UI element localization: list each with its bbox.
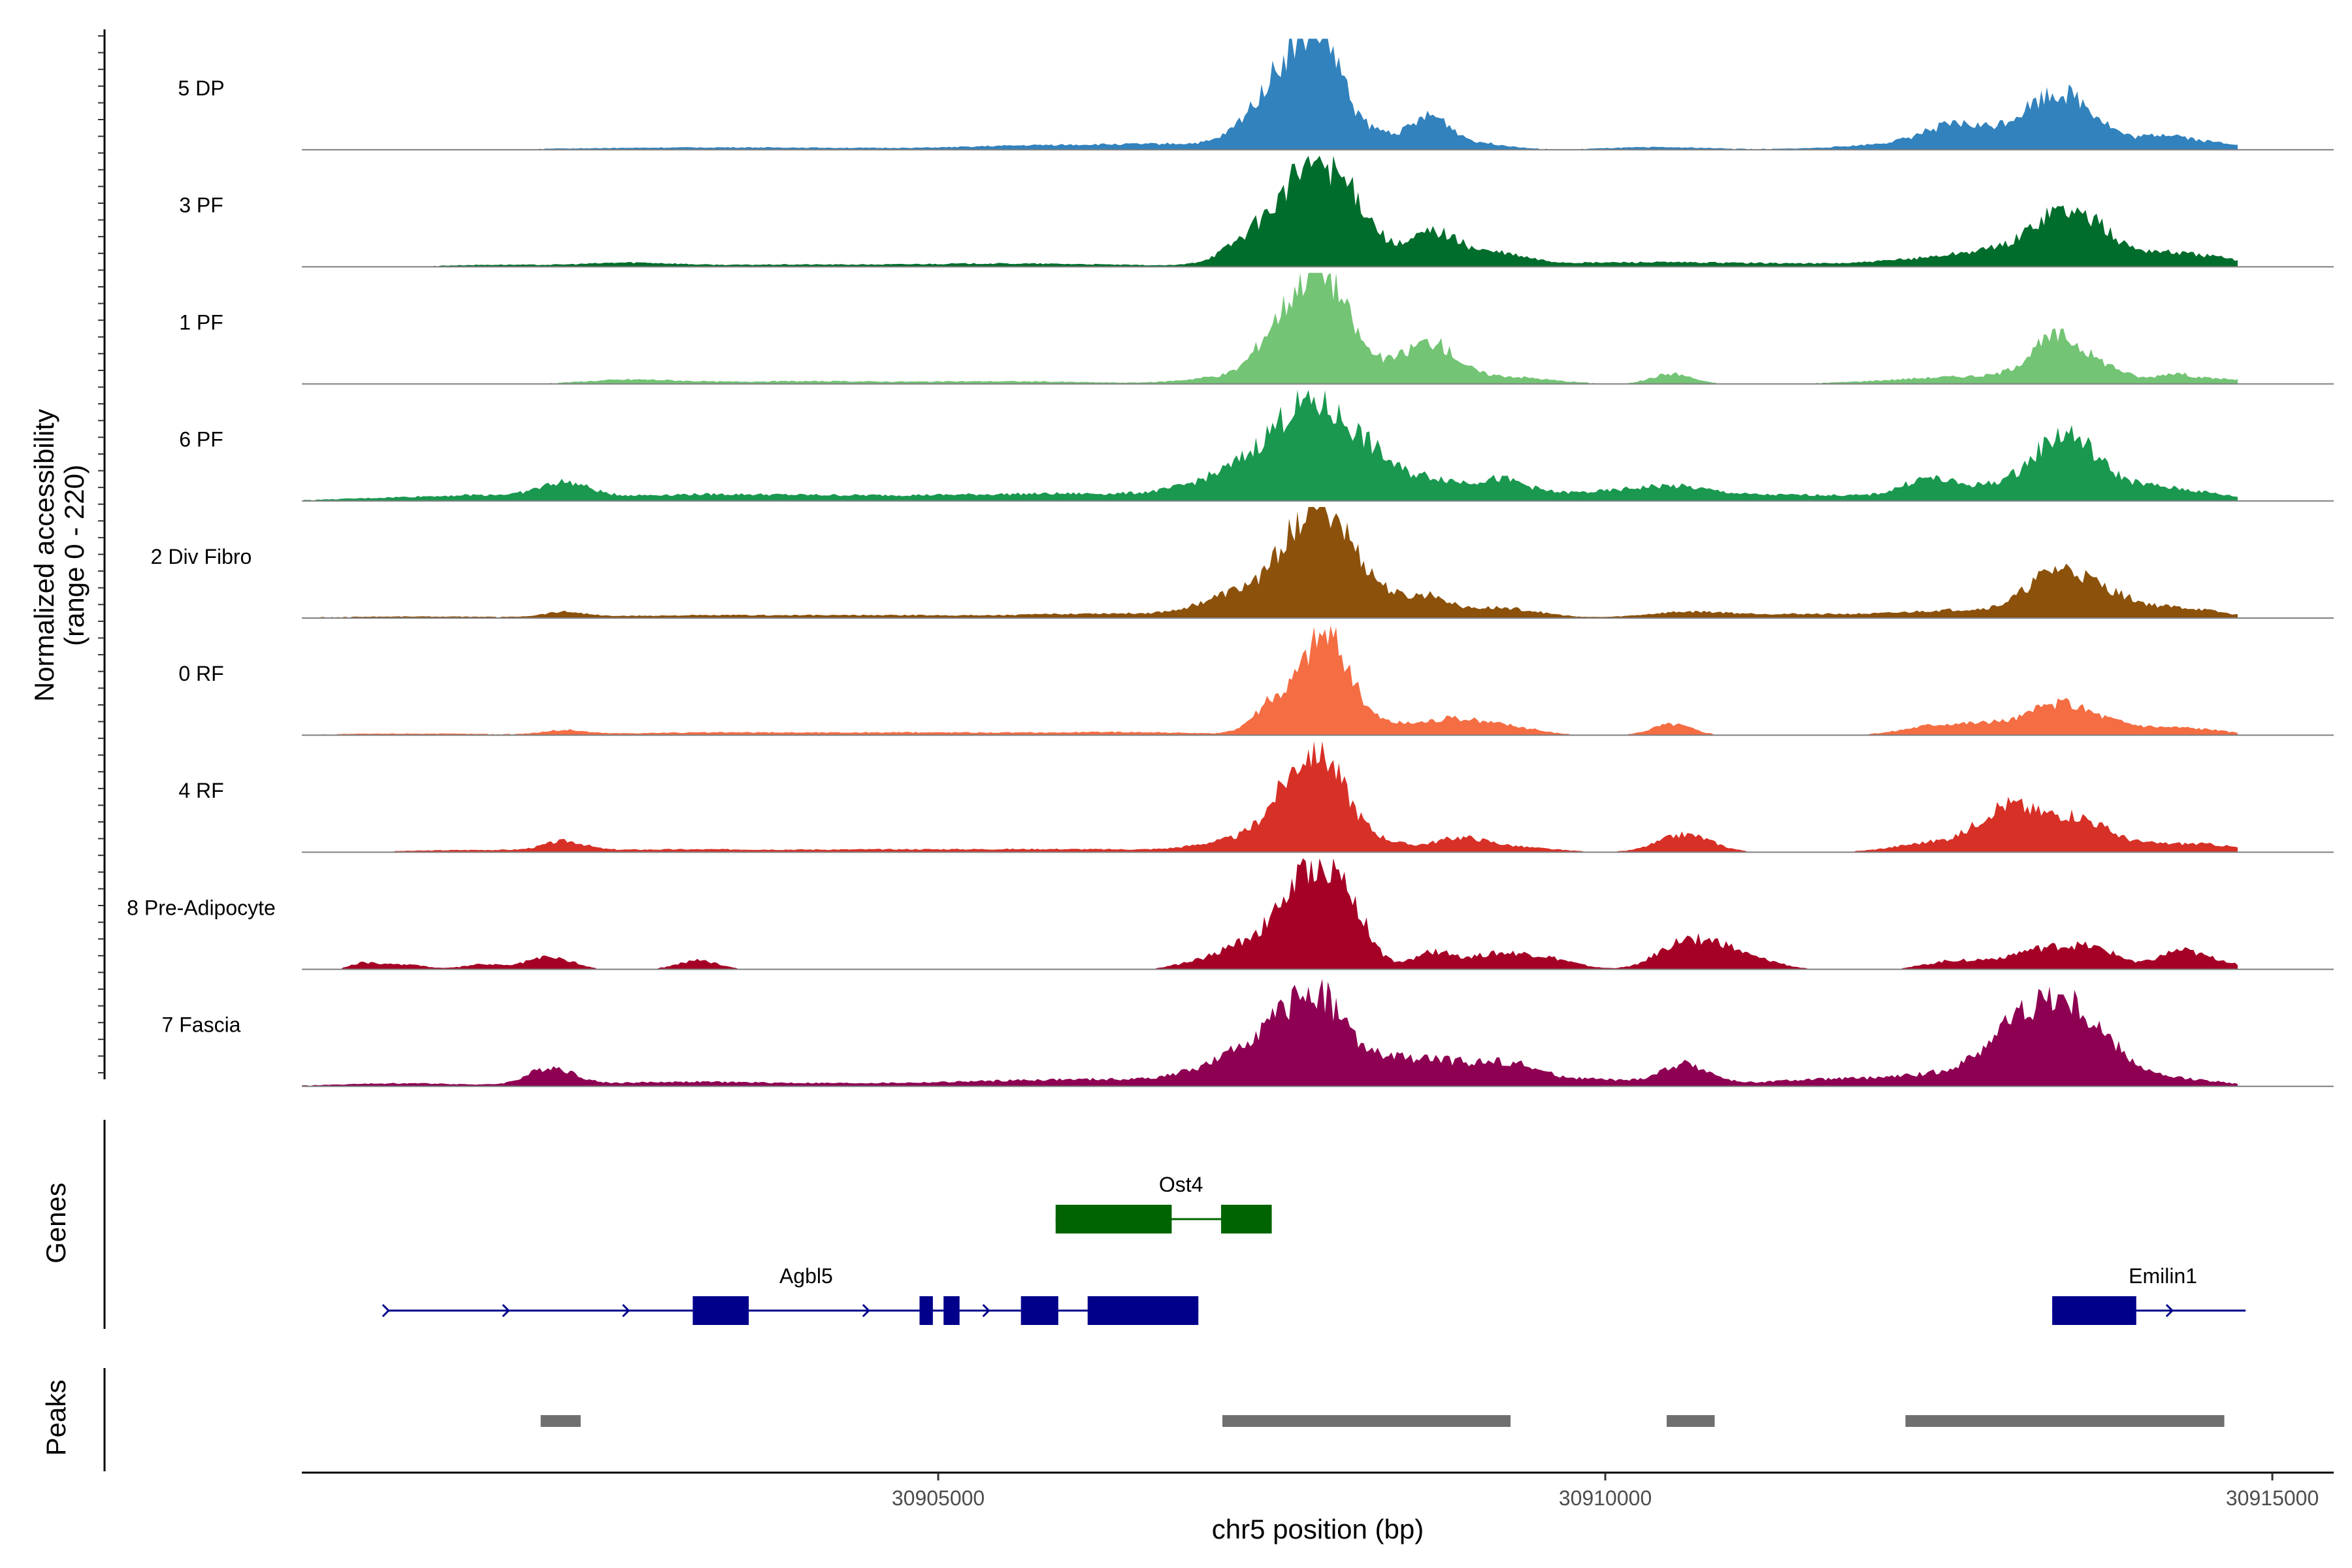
track-label: 7 Fascia <box>162 1013 241 1037</box>
track-label: 4 RF <box>178 779 223 802</box>
exon <box>1021 1296 1058 1325</box>
genes-panel-label: Genes <box>41 1183 71 1264</box>
x-axis: 30905000 30910000 30915000 <box>302 1471 2334 1510</box>
track-2-div-fibro: 2 Div Fibro <box>151 507 2334 619</box>
coverage-area <box>302 39 2238 150</box>
y-axis-title: Normalized accessibility <box>29 409 59 702</box>
coverage-area <box>302 272 2238 384</box>
track-0-rf: 0 RF <box>178 625 2334 736</box>
gene-agbl5: Agbl5 <box>382 1264 1199 1325</box>
gene-emilin1: Emilin1 <box>2052 1264 2246 1325</box>
track-1-pf: 1 PF <box>179 272 2334 385</box>
peaks-panel <box>540 1415 2225 1427</box>
track-8-pre-adipocyte: 8 Pre-Adipocyte <box>127 858 2334 970</box>
coverage-area <box>302 507 2238 618</box>
x-tick-label: 30915000 <box>2226 1486 2319 1510</box>
peak-region <box>1222 1415 1511 1427</box>
coverage-area <box>302 155 2238 267</box>
coverage-area <box>302 625 2238 736</box>
track-label: 6 PF <box>179 428 223 451</box>
strand-arrow <box>862 1303 870 1318</box>
coverage-area <box>302 389 2238 501</box>
exon <box>1087 1296 1199 1325</box>
exon <box>1220 1205 1272 1233</box>
strand-arrow <box>382 1303 390 1318</box>
peaks-panel-label: Peaks <box>41 1380 71 1456</box>
coverage-tracks: 5 DP 3 PF 1 PF 6 PF 2 Div Fibro 0 RF 4 RF 8 Pre… <box>127 39 2334 1087</box>
exon <box>2052 1296 2136 1325</box>
track-6-pf: 6 PF <box>179 389 2334 502</box>
coverage-area <box>302 858 2238 970</box>
strand-arrow <box>622 1303 630 1318</box>
exon <box>919 1296 933 1325</box>
gene-label: Emilin1 <box>2129 1264 2197 1288</box>
track-5-dp: 5 DP <box>178 39 2334 151</box>
exon <box>1055 1205 1172 1233</box>
x-axis-title: chr5 position (bp) <box>1212 1514 1424 1544</box>
strand-arrow <box>502 1303 510 1318</box>
track-7-fascia: 7 Fascia <box>162 979 2334 1087</box>
peak-region <box>540 1415 581 1427</box>
track-label: 0 RF <box>178 662 223 685</box>
coverage-area <box>302 979 2238 1086</box>
track-label: 2 Div Fibro <box>151 545 252 568</box>
coverage-area <box>302 741 2238 853</box>
peak-region <box>1666 1415 1715 1427</box>
peak-region <box>1905 1415 2225 1427</box>
strand-arrow <box>982 1303 990 1318</box>
gene-ost4: Ost4 <box>1055 1173 1272 1233</box>
gene-annotation-panel: Ost4 Agbl5 Emilin1 <box>382 1173 2246 1325</box>
y-axis <box>98 29 106 1471</box>
y-axis-title-range: (range 0 - 220) <box>59 465 90 646</box>
exon <box>943 1296 960 1325</box>
track-label: 5 DP <box>178 76 224 100</box>
track-label: 3 PF <box>179 193 223 217</box>
x-tick-label: 30910000 <box>1559 1486 1652 1510</box>
strand-arrow <box>2165 1303 2174 1318</box>
exon <box>693 1296 749 1325</box>
track-4-rf: 4 RF <box>178 741 2334 853</box>
x-tick-label: 30905000 <box>892 1486 985 1510</box>
track-label: 8 Pre-Adipocyte <box>127 896 276 919</box>
track-3-pf: 3 PF <box>179 155 2334 268</box>
track-label: 1 PF <box>179 310 223 334</box>
gene-label: Agbl5 <box>779 1264 833 1288</box>
gene-label: Ost4 <box>1159 1173 1203 1196</box>
